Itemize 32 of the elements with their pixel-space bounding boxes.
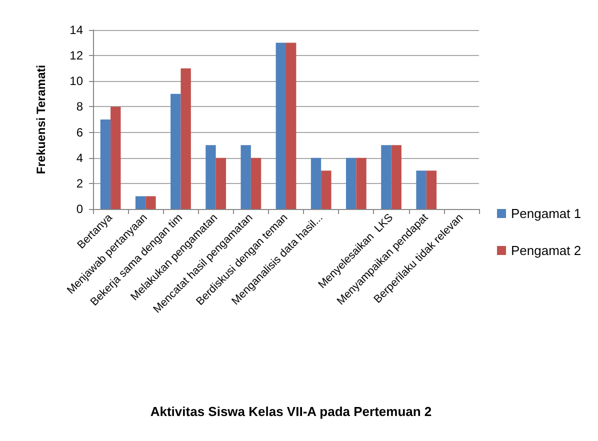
bar [170,94,181,209]
y-tick-label: 6 [76,125,84,140]
bar [216,158,226,209]
bar [180,68,191,209]
bar [346,158,356,209]
bar [250,158,262,209]
bar [381,145,392,209]
y-tick-label: 12 [70,48,84,63]
y-tick-label: 0 [76,202,84,216]
bar [286,42,296,209]
bar [391,145,402,209]
bar [135,196,146,209]
bar [276,42,286,209]
bar [321,170,332,209]
bar [110,106,121,209]
y-tick-label: 14 [70,23,84,37]
legend-label: Pengamat 2 [511,243,582,258]
bar [416,170,426,209]
y-tick-label: 8 [76,100,84,114]
bar [426,170,437,209]
y-tick-label: 4 [76,150,84,165]
y-tick-label: 2 [76,176,84,190]
bar [146,196,156,209]
bar [310,158,322,209]
text: Aktivitas Siswa Kelas VII-A pada Pertemuan 2 [150,404,432,419]
bar [356,158,366,209]
bar [240,145,251,209]
bar [100,120,111,209]
bar [206,145,216,209]
y-axis-title: Frekuensi Teramati [34,64,48,174]
legend-label: Pengamat 1 [511,206,582,221]
y-tick-label: 10 [70,74,84,88]
